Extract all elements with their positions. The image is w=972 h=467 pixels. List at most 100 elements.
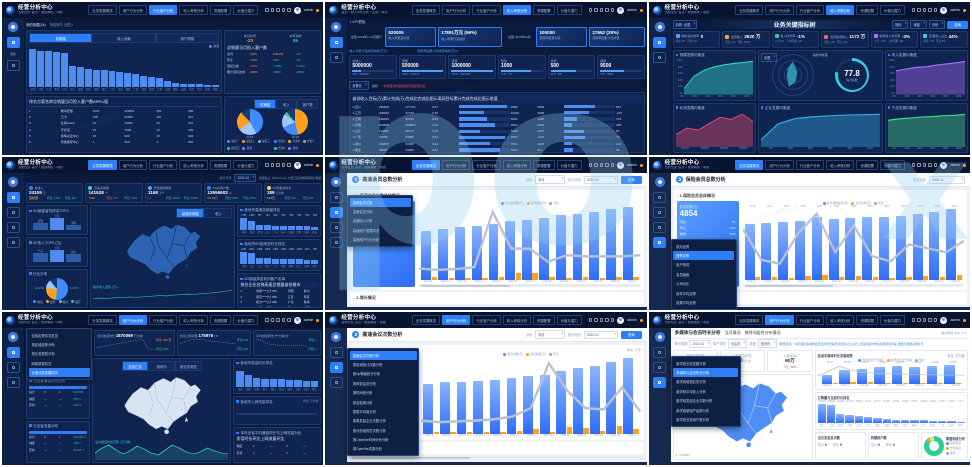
duration-trend-line[interactable]	[95, 444, 229, 460]
nav-tab[interactable]: 价值与潜力	[556, 5, 582, 15]
menu-item[interactable]: 高速收入分析	[352, 219, 373, 224]
nav-tab[interactable]: 收入考核分析	[826, 5, 855, 15]
member-bar-chart[interactable]	[419, 207, 640, 280]
segment-tab[interactable]: 收入	[275, 99, 298, 109]
menu-item[interactable]: 各学段增值业务分析	[676, 380, 706, 385]
sidebar-item-network[interactable]	[6, 347, 20, 358]
sidebar-item-report[interactable]	[329, 52, 343, 63]
nav-tab[interactable]: 价值与潜力	[233, 5, 259, 15]
nav-tab[interactable]: 用户行为分析	[765, 315, 794, 325]
query-button[interactable]: 查询	[620, 175, 642, 184]
revenue-area-chart[interactable]	[895, 59, 965, 95]
sidebar-item-insurance[interactable]	[653, 237, 667, 248]
nav-tab[interactable]: 资源配置	[856, 160, 878, 170]
sidebar-item-multimedia[interactable]	[653, 377, 667, 388]
nav-tab[interactable]: 资源配置	[533, 315, 555, 325]
enterprise-area-chart[interactable]	[760, 112, 880, 147]
sidebar-item-board[interactable]	[653, 207, 667, 218]
month-select[interactable]: 2020-10	[583, 330, 618, 339]
sidebar-item-users[interactable]	[329, 222, 343, 233]
scale-area-chart[interactable]	[683, 59, 753, 95]
nav-tab[interactable]: 用户行为分析	[118, 315, 148, 325]
header-icons[interactable]	[265, 8, 291, 12]
query-button[interactable]: 查询	[620, 330, 642, 339]
nav-tab[interactable]: 收入考核分析	[826, 315, 855, 325]
channel-pie-chart[interactable]	[236, 109, 263, 135]
sidebar-item-tree[interactable]	[653, 37, 667, 48]
nav-tab[interactable]: 收入考核分析	[826, 160, 855, 170]
nav-tab[interactable]: 用户行为分析	[442, 315, 471, 325]
menu-item[interactable]: 按月份组成员次数分析	[352, 428, 386, 433]
avatar[interactable]	[617, 6, 625, 14]
month-mode-select[interactable]: 本月	[535, 330, 566, 339]
industry-rose-chart[interactable]	[46, 277, 68, 300]
nav-tab[interactable]: 用户行为分析	[765, 5, 794, 15]
month-select[interactable]: 2020-10	[234, 174, 257, 182]
avatar[interactable]	[940, 161, 948, 169]
favorites-tab[interactable]: 我的收藏(24)	[26, 22, 46, 27]
period-select[interactable]: 2021-01	[689, 339, 712, 348]
map-tab[interactable]: 收入	[204, 208, 233, 218]
map-tab[interactable]: 高速总销量	[176, 208, 205, 218]
sidebar-item-board[interactable]	[6, 362, 20, 373]
menu-item[interactable]: 按Openfire次数分析	[352, 447, 382, 452]
month-select[interactable]: 2020-11	[929, 175, 965, 184]
menu-item[interactable]: 各学段业务用户数分析	[676, 417, 710, 422]
sidebar-item-home[interactable]	[653, 347, 667, 358]
menu-item[interactable]: 网络质量情况	[31, 361, 52, 366]
nav-tab[interactable]: 行业客户分析	[149, 160, 178, 170]
menu-item[interactable]: 价值业务发展情况	[28, 368, 90, 378]
nav-tab[interactable]: 行业客户分析	[472, 160, 501, 170]
usertype-select[interactable]: 全会员	[727, 339, 748, 348]
menu-item[interactable]: 各学段发起企业次数分析	[676, 399, 713, 404]
sidebar-item-home[interactable]	[653, 192, 667, 203]
menu-item[interactable]: 高速用户行为分析	[352, 238, 380, 243]
segment-tab[interactable]: 用户规模	[155, 33, 219, 43]
nav-tab[interactable]: 资源配置	[533, 5, 555, 15]
nav-tab[interactable]: 资源配置	[209, 315, 232, 325]
city-voice-bars[interactable]	[236, 371, 319, 387]
page-tab[interactable]: 当月情况	[724, 330, 741, 335]
sidebar-item-users[interactable]	[329, 377, 343, 388]
menu-item[interactable]: 高速用户发展情况	[352, 228, 380, 233]
page-tab[interactable]: 按时间组合分布情况	[744, 330, 781, 335]
nav-tab[interactable]: 价值与潜力	[233, 160, 259, 170]
nav-tab[interactable]: 行业客户分析	[795, 160, 825, 170]
menu-item[interactable]: 按区域统计次数分析	[352, 363, 383, 368]
header-icons[interactable]	[588, 318, 615, 322]
nav-tab[interactable]: 用户行为分析	[118, 160, 148, 170]
nav-tab[interactable]: 行业客户分析	[795, 315, 825, 325]
avatar[interactable]	[940, 6, 948, 14]
sidebar-item-users[interactable]	[653, 222, 667, 233]
sidebar-item-users[interactable]	[6, 222, 20, 233]
menu-item[interactable]: 按全距离分析	[352, 400, 373, 405]
menu-item[interactable]: 全省走势情况总览	[31, 333, 58, 338]
menu-item[interactable]: 公司对比	[676, 282, 690, 287]
plan-pie-chart[interactable]	[282, 109, 309, 135]
dimension-select[interactable]: 按省份	[757, 339, 778, 348]
menu-item[interactable]: 按Openfire时间分布分析	[352, 438, 389, 443]
nav-tab[interactable]: 价值与潜力	[556, 160, 582, 170]
china-map[interactable]	[101, 219, 224, 284]
map-tab[interactable]: 按业务类型	[175, 361, 202, 371]
nav-tab[interactable]: 资源配置	[856, 5, 878, 15]
sidebar-item-overview[interactable]	[6, 192, 20, 203]
filter-chip[interactable]: 筛选条件: 全国 ×	[49, 22, 74, 27]
city-duration-bars[interactable]: 2951 2860 1486 1406 1390 1350 1260 1208 1012 988	[240, 248, 319, 265]
map-tab[interactable]: 全省汇总	[121, 361, 149, 371]
nav-tab[interactable]: 价值与潜力	[233, 315, 259, 325]
chart-scrollbar[interactable]	[419, 284, 641, 287]
nav-tab[interactable]: 用户行为分析	[118, 5, 148, 15]
sidebar-item-analysis[interactable]	[6, 60, 20, 71]
menu-item[interactable]: 按周发起企业次数分析	[352, 419, 386, 424]
nav-tab[interactable]: 用户行为分析	[765, 160, 794, 170]
nav-tab[interactable]: 业务发展概览	[735, 5, 764, 15]
segment-tab[interactable]: 收入贡献	[92, 33, 156, 43]
menu-item[interactable]: 按商务会员分析	[352, 381, 376, 386]
sidebar-item-member[interactable]	[329, 207, 343, 218]
channel-donut-chart[interactable]	[923, 435, 944, 456]
header-icons[interactable]	[911, 163, 938, 167]
page-scrollbar[interactable]	[350, 456, 644, 459]
sidebar-item-report[interactable]	[329, 237, 343, 248]
menu-item[interactable]: 高速会员分布	[352, 210, 373, 215]
